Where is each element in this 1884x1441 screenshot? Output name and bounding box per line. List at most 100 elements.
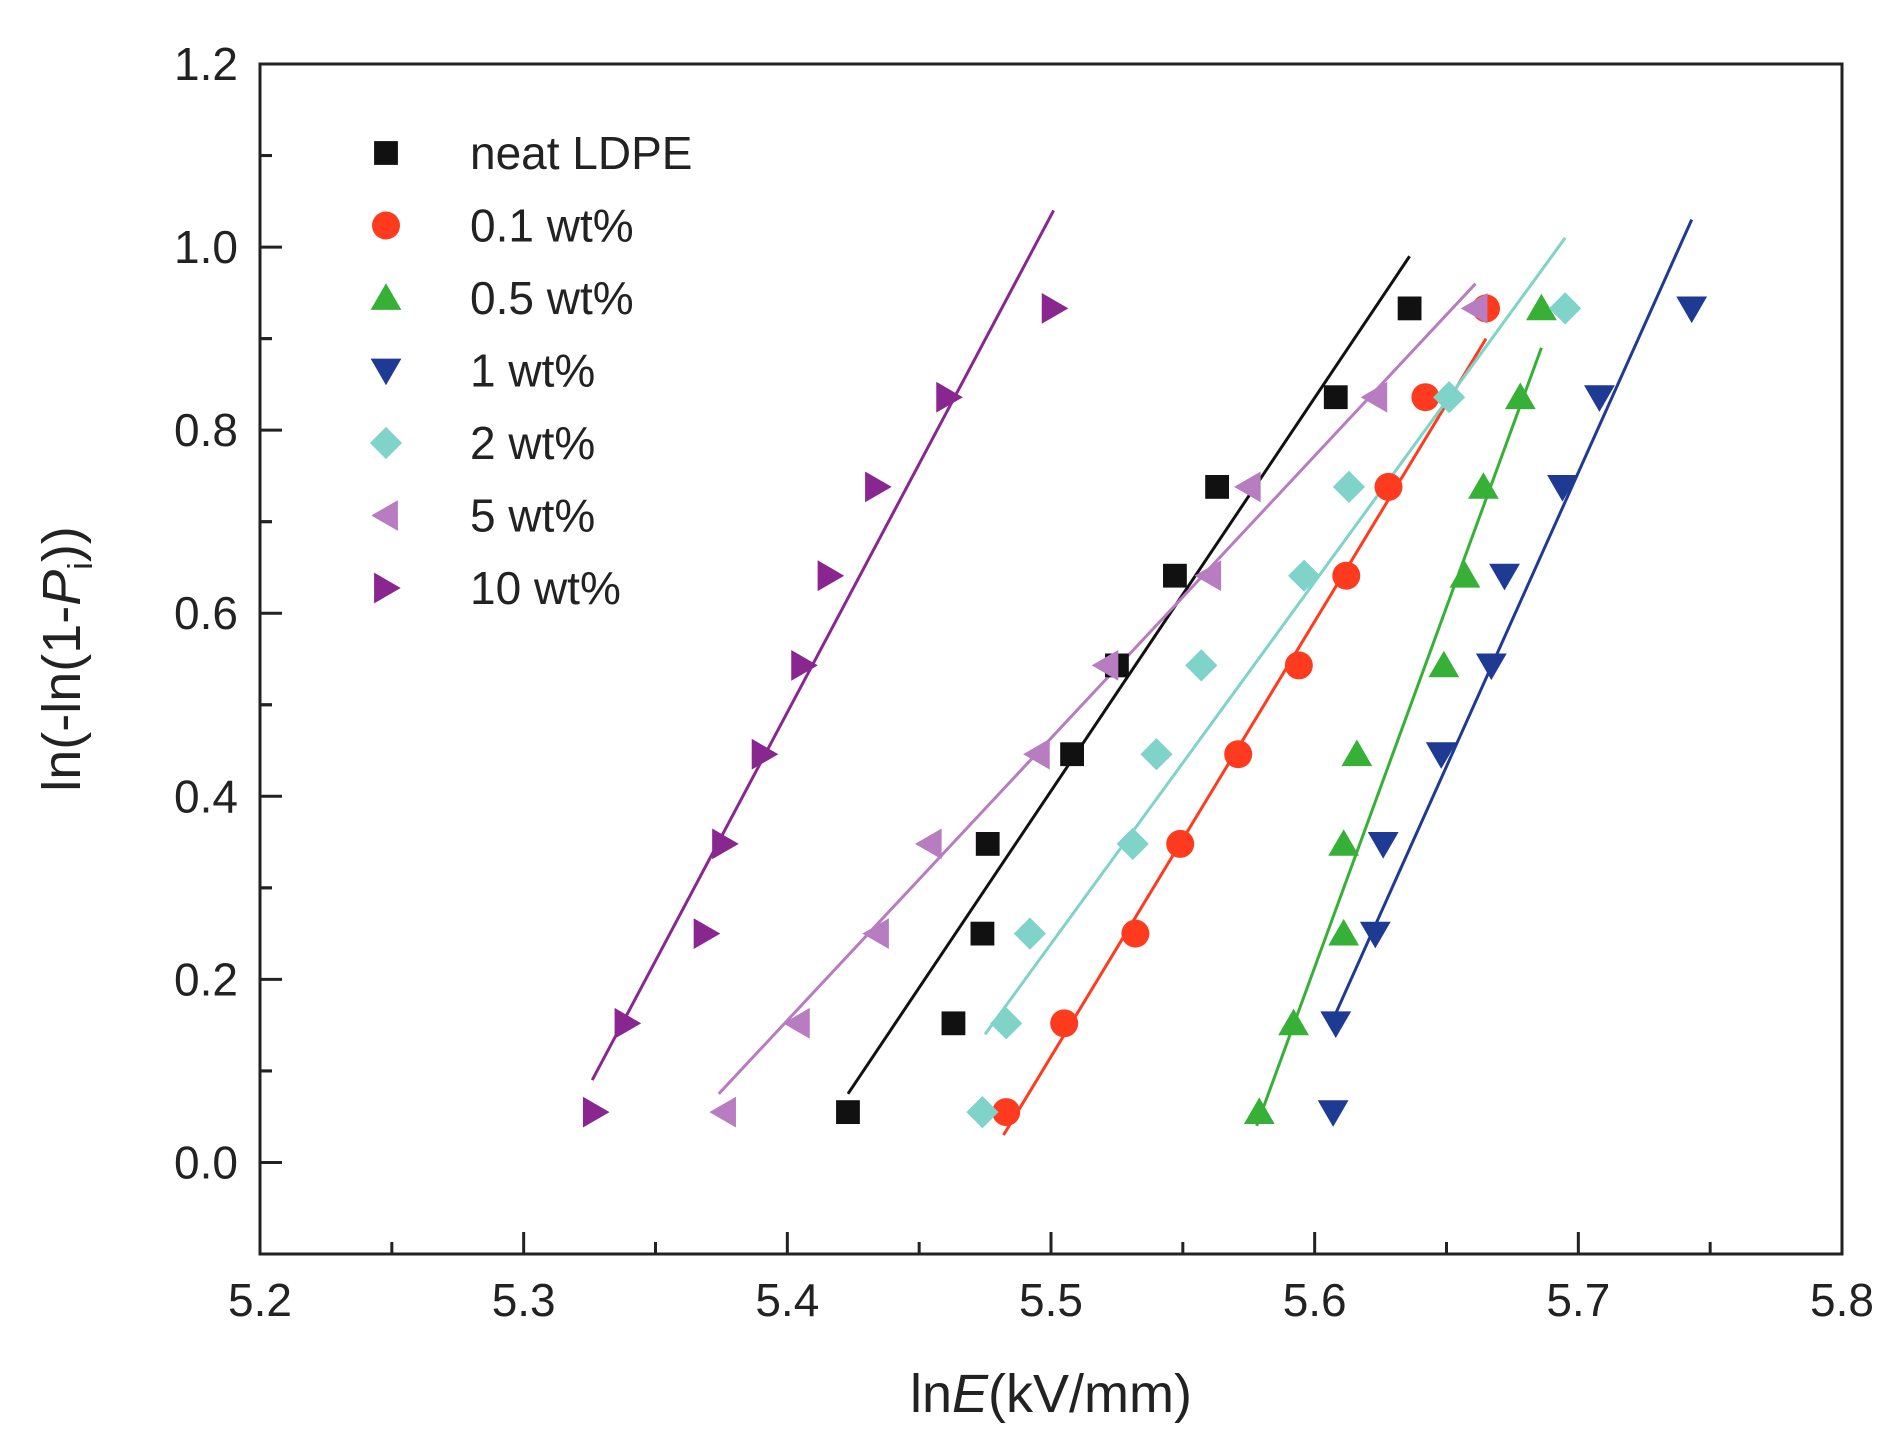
data-point <box>1468 472 1499 499</box>
data-point <box>1091 650 1119 681</box>
data-point <box>1547 475 1578 502</box>
data-point <box>966 1096 999 1129</box>
data-point <box>1121 919 1150 948</box>
data-point <box>1320 1011 1352 1039</box>
data-point <box>1224 740 1253 769</box>
data-point <box>1328 829 1360 856</box>
x-tick-label: 5.5 <box>1019 1274 1083 1326</box>
series-5 <box>709 293 1488 1128</box>
fit-line-5 <box>717 282 1477 1095</box>
data-point <box>1526 293 1557 321</box>
data-point <box>1374 472 1403 501</box>
y-tick-label: 1.0 <box>174 221 238 273</box>
fit-line-4 <box>983 237 1567 1036</box>
y-axis-title: ln(-ln(1-Pi)) <box>32 526 100 792</box>
series-6 <box>582 293 1069 1128</box>
data-point <box>1023 738 1050 770</box>
fit-line-2 <box>1255 347 1543 1127</box>
data-point <box>614 1007 642 1039</box>
y-tick-label: 0.0 <box>174 1136 238 1188</box>
data-point <box>1504 382 1536 410</box>
data-point <box>992 1098 1021 1127</box>
data-point <box>1359 921 1391 949</box>
data-point <box>1116 827 1149 861</box>
data-point <box>1050 1009 1079 1038</box>
series-2 <box>1243 293 1557 1125</box>
x-tick-label: 5.8 <box>1810 1274 1874 1326</box>
data-point <box>1676 296 1708 324</box>
series-4 <box>966 292 1582 1129</box>
data-point <box>1163 563 1187 588</box>
data-point <box>1367 832 1399 859</box>
legend: neat LDPE 0.1 wt% 0.5 wt% 1 wt% 2 wt% 5 wt% 10… <box>369 127 692 614</box>
data-point <box>783 1007 810 1039</box>
data-point <box>1411 383 1440 412</box>
data-point <box>1584 385 1615 412</box>
data-point <box>865 471 892 503</box>
data-point <box>1449 561 1481 588</box>
data-point <box>1317 1100 1349 1127</box>
fit-line-6 <box>590 209 1055 1081</box>
legend-marker-1 <box>372 211 400 240</box>
x-tick-label: 5.6 <box>1283 1274 1347 1326</box>
data-point <box>862 918 889 950</box>
data-point <box>1013 917 1047 950</box>
data-point <box>1397 296 1422 321</box>
x-tick-label: 5.3 <box>492 1274 556 1326</box>
data-point <box>1341 739 1373 767</box>
series-3 <box>1317 296 1708 1127</box>
data-point <box>975 832 1000 856</box>
data-point <box>1433 381 1466 414</box>
data-point <box>751 738 779 770</box>
data-point <box>693 918 721 950</box>
data-point <box>582 1096 610 1128</box>
data-point <box>1460 293 1488 324</box>
data-point <box>1205 475 1230 499</box>
fit-line-1 <box>1002 337 1488 1136</box>
legend-label-1: 0.1 wt% <box>470 200 634 252</box>
data-point <box>1323 385 1348 410</box>
y-tick-label: 0.4 <box>174 770 238 822</box>
x-tick-label: 5.7 <box>1546 1274 1610 1326</box>
fit-lines <box>590 209 1694 1136</box>
x-axis-title: lnE(kV/mm) <box>910 1364 1192 1424</box>
data-point <box>1332 470 1366 504</box>
legend-marker-0 <box>374 141 398 165</box>
data-point <box>1284 651 1313 680</box>
data-point <box>791 650 818 681</box>
data-point <box>941 1011 966 1036</box>
data-point <box>1243 1097 1275 1125</box>
legend-label-3: 1 wt% <box>470 345 595 397</box>
x-tick-label: 5.2 <box>228 1274 292 1326</box>
data-point <box>1549 292 1582 325</box>
data-point <box>1185 649 1218 682</box>
data-point <box>1489 563 1520 591</box>
data-point <box>915 828 942 860</box>
data-point <box>1360 381 1388 413</box>
series-0 <box>836 296 1422 1125</box>
data-point <box>836 1100 860 1125</box>
data-point <box>1234 471 1261 503</box>
data-point <box>1288 559 1321 592</box>
legend-label-4: 2 wt% <box>470 417 595 469</box>
data-point <box>1475 653 1507 681</box>
data-point <box>1166 829 1195 858</box>
data-point <box>1278 1008 1309 1036</box>
legend-marker-3 <box>370 358 402 386</box>
data-point <box>936 381 963 413</box>
x-tick-label: 5.4 <box>755 1274 819 1326</box>
data-point <box>990 1007 1023 1040</box>
data-point <box>709 1096 736 1128</box>
data-point <box>712 828 739 860</box>
fit-line-3 <box>1329 219 1694 1026</box>
data-point <box>970 921 995 946</box>
data-point <box>1140 738 1173 771</box>
data-point <box>1328 918 1360 946</box>
data-point <box>1425 742 1457 769</box>
series-1 <box>992 294 1501 1127</box>
data-point <box>1041 293 1069 324</box>
data-point <box>1060 742 1084 767</box>
legend-marker-6 <box>374 572 401 604</box>
legend-label-2: 0.5 wt% <box>470 272 634 324</box>
